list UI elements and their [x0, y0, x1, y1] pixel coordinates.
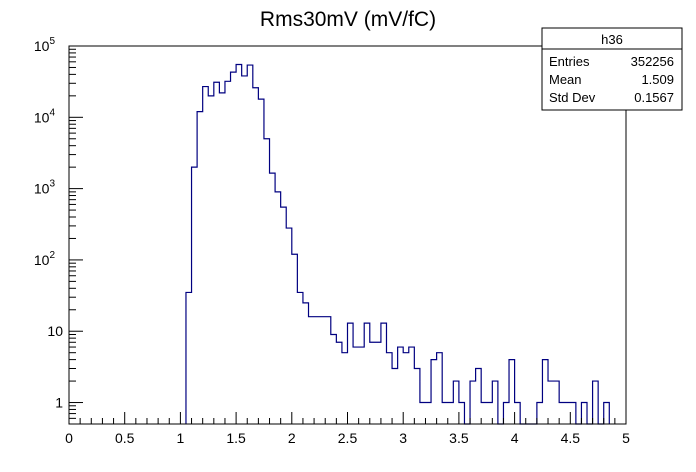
histogram-bin	[392, 369, 398, 424]
y-tick-label: 102	[34, 250, 56, 268]
histogram-bin	[570, 403, 576, 424]
histogram-bin	[470, 381, 476, 424]
histogram-bin	[281, 207, 287, 424]
axes-layer: 0 0.5 1 1.5 2 2.5 3 3.5 4 4.5 5 1 10 102 103 104 105	[34, 36, 630, 446]
x-tick-label: 1	[177, 430, 185, 446]
histogram-bin	[292, 254, 298, 424]
histogram-bin	[203, 87, 209, 424]
histogram-bin	[214, 82, 220, 424]
histogram-bin	[425, 403, 431, 424]
histogram-bin	[503, 403, 509, 424]
histogram-bin	[303, 303, 309, 424]
histogram-bin	[581, 403, 587, 424]
histogram-bin	[420, 403, 426, 424]
histogram-bin	[275, 192, 281, 424]
histogram-bin	[593, 381, 599, 424]
stats-label: Entries	[549, 54, 590, 69]
stats-box: h36 Entries 352256 Mean 1.509 Std Dev 0.1567	[541, 27, 683, 111]
stats-value: 0.1567	[634, 90, 674, 105]
histogram-bin	[247, 65, 253, 424]
histogram-bin	[509, 360, 515, 424]
histogram-bin	[192, 167, 198, 424]
histogram-bin	[448, 403, 454, 424]
stats-box-frame	[541, 27, 683, 111]
histogram-bin	[414, 369, 420, 424]
histogram-bin	[258, 99, 264, 424]
histogram-line	[185, 63, 610, 425]
histogram-bin	[453, 381, 459, 424]
histogram-bin	[186, 292, 192, 424]
stats-label: Std Dev	[549, 90, 596, 105]
chart-title: Rms30mV (mV/fC)	[260, 8, 436, 31]
histogram-bin	[492, 381, 498, 424]
histogram-bin	[409, 347, 415, 424]
histogram-bin	[342, 353, 348, 424]
stats-value: 352256	[631, 54, 674, 69]
histogram-bin	[370, 342, 376, 424]
histogram-bin	[208, 96, 214, 424]
x-tick-label: 3.5	[449, 430, 469, 446]
x-tick-label: 4.5	[561, 430, 581, 446]
histogram-bin	[398, 347, 404, 424]
histogram-bin	[364, 323, 370, 424]
histogram-bin	[481, 403, 487, 424]
histogram-bin	[270, 173, 276, 424]
x-tick-label: 0	[65, 430, 73, 446]
histogram-bin	[353, 347, 359, 424]
histogram-bin	[359, 347, 365, 424]
y-tick-label: 104	[34, 107, 56, 125]
y-tick-label: 103	[34, 179, 56, 197]
stats-label: Mean	[549, 72, 582, 87]
histogram-bin	[548, 381, 554, 424]
x-tick-label: 3	[399, 430, 407, 446]
histogram-bin	[604, 403, 610, 424]
histogram-bin	[320, 317, 326, 424]
histogram-bin	[437, 353, 443, 424]
histogram-bin	[325, 317, 331, 424]
histogram-bin	[242, 76, 248, 424]
histogram-bin	[487, 403, 493, 424]
histogram-layer	[185, 63, 610, 425]
histogram-bin	[314, 317, 320, 424]
histogram-bin	[286, 228, 292, 424]
histogram-bin	[264, 139, 270, 424]
x-tick-label: 2	[288, 430, 296, 446]
histogram-bin	[225, 81, 231, 424]
histogram-bin	[375, 342, 381, 424]
histogram-bin	[348, 323, 354, 424]
histogram-bin	[554, 381, 560, 424]
histogram-bin	[197, 112, 203, 424]
stats-value: 1.509	[641, 72, 674, 87]
histogram-bin	[219, 93, 225, 424]
x-tick-label: 0.5	[115, 430, 135, 446]
histogram-bin	[386, 353, 392, 424]
histogram-bin	[336, 342, 342, 424]
histogram-bin	[559, 403, 565, 424]
histogram-bin	[236, 65, 242, 424]
histogram-bin	[537, 403, 543, 424]
histogram-bin	[253, 88, 259, 424]
y-tick-label: 105	[34, 36, 56, 54]
histogram-bin	[403, 353, 409, 424]
histogram-bin	[459, 403, 465, 424]
histogram-bin	[442, 403, 448, 424]
histogram-bin	[515, 403, 521, 424]
histogram-bin	[231, 72, 237, 424]
histogram-bin	[381, 323, 387, 424]
histogram-bin	[565, 403, 571, 424]
x-tick-label: 2.5	[338, 430, 358, 446]
histogram-bin	[297, 292, 303, 424]
x-tick-label: 1.5	[226, 430, 246, 446]
histogram-bin	[542, 360, 548, 424]
y-tick-label: 10	[47, 323, 63, 339]
x-tick-label: 5	[622, 430, 630, 446]
histogram-bin	[476, 369, 482, 424]
histogram-bin	[331, 334, 337, 424]
stats-name: h36	[601, 32, 623, 47]
histogram-bin	[309, 317, 315, 424]
y-tick-label: 1	[55, 395, 63, 411]
histogram-bin	[431, 360, 437, 424]
x-tick-label: 4	[511, 430, 519, 446]
